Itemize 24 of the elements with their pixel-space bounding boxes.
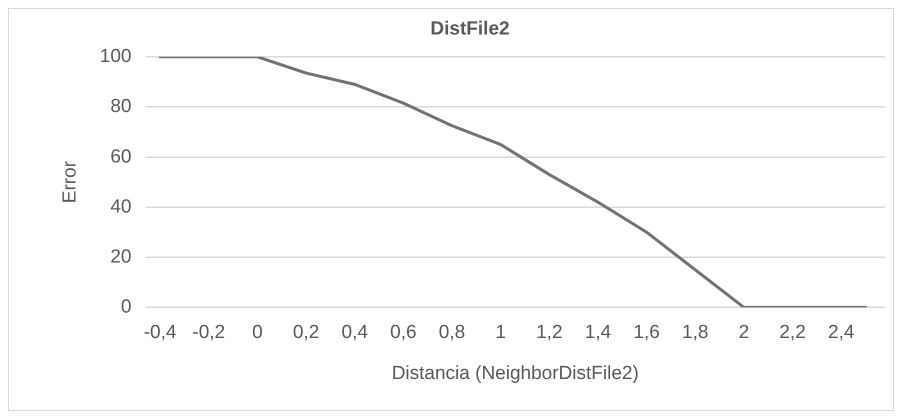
x-tick-label: 1,4	[584, 322, 612, 344]
x-tick-label: 0,4	[341, 322, 368, 344]
x-tick-label: 2	[738, 322, 750, 344]
x-tick-label: 1,8	[682, 322, 708, 344]
x-axis-title: Distancia (NeighborDistFile2)	[392, 362, 639, 384]
y-tick-label: 40	[110, 196, 132, 218]
x-tick-label: 0,6	[390, 322, 417, 344]
x-tick-label: -0,4	[144, 322, 177, 344]
x-tick-label: 1,6	[633, 322, 660, 344]
x-tick-label: 0,8	[438, 322, 466, 344]
y-tick-label: 20	[110, 246, 132, 268]
x-tick-label: 2,2	[779, 322, 806, 344]
x-tick-label: -0,2	[192, 322, 226, 344]
y-axis-title: Error	[60, 160, 81, 204]
y-tick-label: 60	[110, 146, 132, 168]
x-tick-label: 0,2	[292, 322, 320, 344]
chart-title: DistFile2	[430, 18, 510, 40]
y-tick-label: 80	[110, 96, 132, 118]
x-tick-label: 1,2	[536, 322, 563, 344]
x-tick-label: 2,4	[828, 322, 855, 344]
y-tick-label: 0	[120, 296, 132, 318]
y-tick-label: 100	[100, 46, 132, 68]
x-tick-label: 1	[495, 322, 506, 344]
x-tick-label: 0	[252, 322, 263, 344]
